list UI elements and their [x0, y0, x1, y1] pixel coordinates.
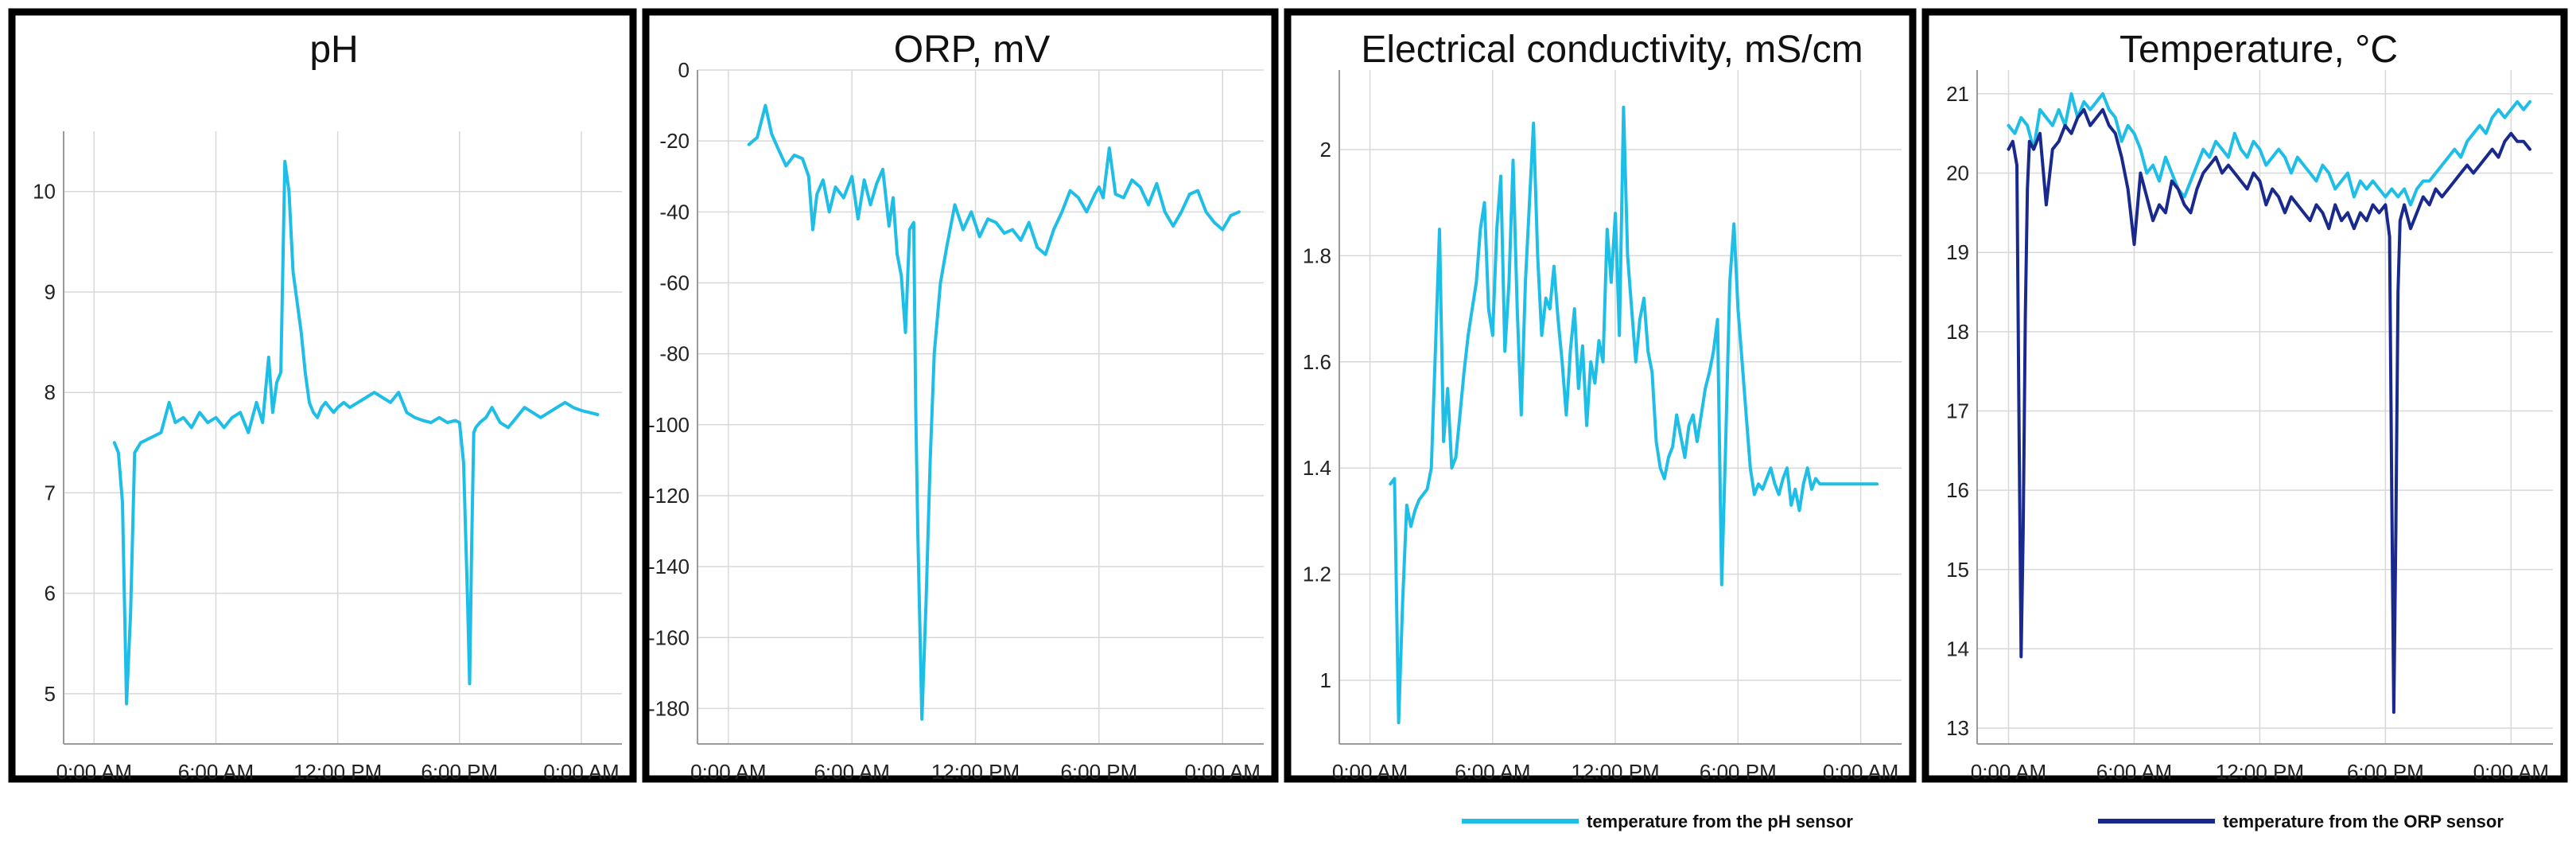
y-tick-label: 10 — [33, 180, 56, 204]
y-tick-label: 1.2 — [1303, 563, 1331, 586]
y-tick-label: 15 — [1946, 558, 1969, 582]
x-tick-label: 6:00 AM — [814, 760, 889, 784]
chart-title: ORP, mV — [894, 29, 1051, 71]
x-tick-label: 6:00 AM — [2096, 760, 2172, 784]
chart-panel: 0:00 AM 6:00 AM 12:00 PM 6:00 PM 0:00 AM 5 6 7 8… — [8, 8, 637, 784]
chart-title: Temperature, °C — [2119, 29, 2398, 71]
chart-panel: 0:00 AM 6:00 AM 12:00 PM 6:00 PM 0:00 AM -180… — [642, 8, 1279, 784]
y-tick-label: 1.4 — [1303, 456, 1331, 480]
x-tick-label: 6:00 PM — [1700, 760, 1777, 784]
y-tick-label: -60 — [659, 271, 690, 294]
y-tick-label: -160 — [648, 625, 690, 649]
y-tick-label: -140 — [648, 555, 690, 578]
x-tick-label: 0:00 AM — [1823, 760, 1898, 784]
x-tick-label: 0:00 AM — [1332, 760, 1408, 784]
chart-frame — [1284, 8, 1917, 783]
y-tick-label: 20 — [1946, 162, 1969, 185]
x-tick-label: 6:00 AM — [178, 760, 254, 784]
y-tick-label: 1.8 — [1303, 243, 1331, 267]
x-tick-label: 0:00 AM — [1185, 760, 1261, 784]
series-line — [1389, 105, 1879, 725]
legend-label-ph: temperature from the pH sensor — [1587, 812, 1853, 831]
x-tick-label: 12:00 PM — [293, 760, 382, 784]
y-tick-label: 18 — [1946, 320, 1969, 344]
y-tick-label: -100 — [648, 413, 690, 437]
chart-frame — [642, 8, 1279, 783]
x-tick-label: 12:00 PM — [2216, 760, 2304, 784]
y-tick-label: 0 — [678, 58, 690, 82]
y-tick-label: 7 — [45, 481, 56, 504]
y-tick-label: 21 — [1946, 82, 1969, 106]
y-tick-label: 13 — [1946, 716, 1969, 740]
series-line — [2007, 107, 2531, 715]
y-tick-label: 8 — [45, 380, 56, 404]
y-tick-label: -20 — [659, 129, 690, 153]
chart-title: Electrical conductivity, mS/cm — [1361, 29, 1863, 71]
y-tick-label: -120 — [648, 484, 690, 508]
chart-panel: 0:00 AM 6:00 AM 12:00 PM 6:00 PM 0:00 AM1314… — [1921, 8, 2568, 784]
y-tick-label: 5 — [45, 682, 56, 706]
y-tick-label: 14 — [1946, 637, 1969, 660]
y-tick-label: 1 — [1320, 668, 1331, 692]
chart-frame — [1921, 8, 2568, 783]
x-tick-label: 6:00 PM — [2347, 760, 2424, 784]
series-line — [747, 103, 1241, 721]
x-tick-label: 0:00 AM — [56, 760, 132, 784]
y-tick-label: 19 — [1946, 240, 1969, 264]
series-line — [112, 159, 600, 706]
x-tick-label: 6:00 PM — [421, 760, 498, 784]
series-line — [2007, 92, 2531, 207]
y-tick-label: -40 — [659, 200, 690, 224]
y-tick-label: 16 — [1946, 478, 1969, 502]
y-tick-label: 9 — [45, 280, 56, 304]
x-tick-label: 0:00 AM — [2473, 760, 2549, 784]
chart-frame — [8, 8, 637, 783]
chart-panel: 0:00 AM 6:00 AM 12:00 PM 6:00 PM 0:00 AM 1 1.2… — [1284, 8, 1917, 784]
y-tick-label: 1.6 — [1303, 350, 1331, 374]
y-tick-label: -180 — [648, 696, 690, 720]
y-tick-label: -80 — [659, 342, 690, 366]
x-tick-label: 6:00 AM — [1455, 760, 1530, 784]
x-tick-label: 6:00 PM — [1060, 760, 1137, 784]
y-tick-label: 2 — [1320, 138, 1331, 162]
y-tick-label: 6 — [45, 582, 56, 606]
x-tick-label: 0:00 AM — [690, 760, 766, 784]
x-tick-label: 12:00 PM — [931, 760, 1020, 784]
legend: temperature from the pH sensor temperatu… — [1462, 812, 2504, 831]
x-tick-label: 0:00 AM — [543, 760, 619, 784]
x-tick-label: 0:00 AM — [1971, 760, 2046, 784]
legend-label-orp: temperature from the ORP sensor — [2223, 812, 2504, 831]
x-tick-label: 12:00 PM — [1571, 760, 1659, 784]
chart-title: pH — [309, 29, 358, 71]
y-tick-label: 17 — [1946, 399, 1969, 422]
